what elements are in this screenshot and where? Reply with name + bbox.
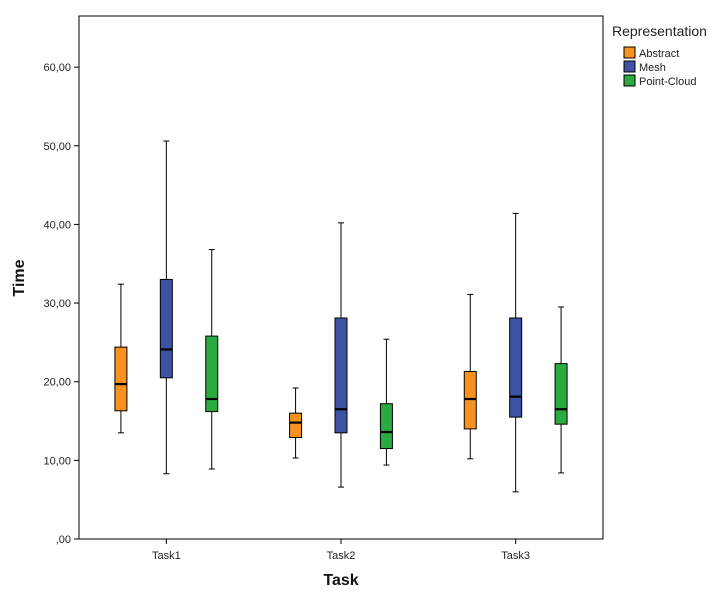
box-iqr <box>159 278 173 379</box>
box-iqr <box>205 335 219 413</box>
box-iqr <box>379 403 393 450</box>
x-tick-label: Task3 <box>501 550 530 562</box>
y-tick-label: 40,00 <box>43 219 71 231</box>
box-iqr <box>289 412 303 439</box>
legend: Representation Abstract Mesh Point-Cloud <box>612 23 707 88</box>
x-tick-label: Task1 <box>152 550 181 562</box>
y-tick-label: 10,00 <box>43 455 71 467</box>
legend-label-mesh: Mesh <box>639 62 666 74</box>
legend-swatch-point-cloud <box>623 74 636 87</box>
y-tick-label: 30,00 <box>43 298 71 310</box>
box-iqr <box>554 363 568 425</box>
legend-title: Representation <box>612 23 707 39</box>
box-point-cloud-task3 <box>554 306 568 474</box>
x-tick-label: Task2 <box>327 550 356 562</box>
y-tick-label: 20,00 <box>43 377 71 389</box>
x-axis: Task1 Task2 Task3 <box>152 539 530 562</box>
box-abstract-task1 <box>114 283 128 434</box>
box-point-cloud-task1 <box>205 249 219 470</box>
legend-swatch-mesh <box>623 60 636 73</box>
box-iqr <box>509 317 523 418</box>
box-mesh-task2 <box>334 222 348 488</box>
box-iqr <box>334 317 348 434</box>
x-axis-title: Task <box>323 572 358 589</box>
y-tick-label: 60,00 <box>43 62 71 74</box>
y-axis: ,00 10,00 20,00 30,00 40,00 50,00 60,00 <box>43 62 79 546</box>
box-mesh-task3 <box>509 212 523 493</box>
box-iqr <box>114 346 128 412</box>
legend-swatch-abstract <box>623 46 636 59</box>
box-series-group <box>114 140 568 493</box>
legend-label-point-cloud: Point-Cloud <box>639 76 696 88</box>
y-tick-label: ,00 <box>56 534 71 546</box>
box-point-cloud-task2 <box>379 338 393 466</box>
box-mesh-task1 <box>159 140 173 475</box>
legend-label-abstract: Abstract <box>639 48 679 60</box>
y-axis-title: Time <box>11 259 28 296</box>
box-iqr <box>463 370 477 430</box>
box-abstract-task3 <box>463 293 477 460</box>
box-abstract-task2 <box>289 387 303 459</box>
y-tick-label: 50,00 <box>43 141 71 153</box>
